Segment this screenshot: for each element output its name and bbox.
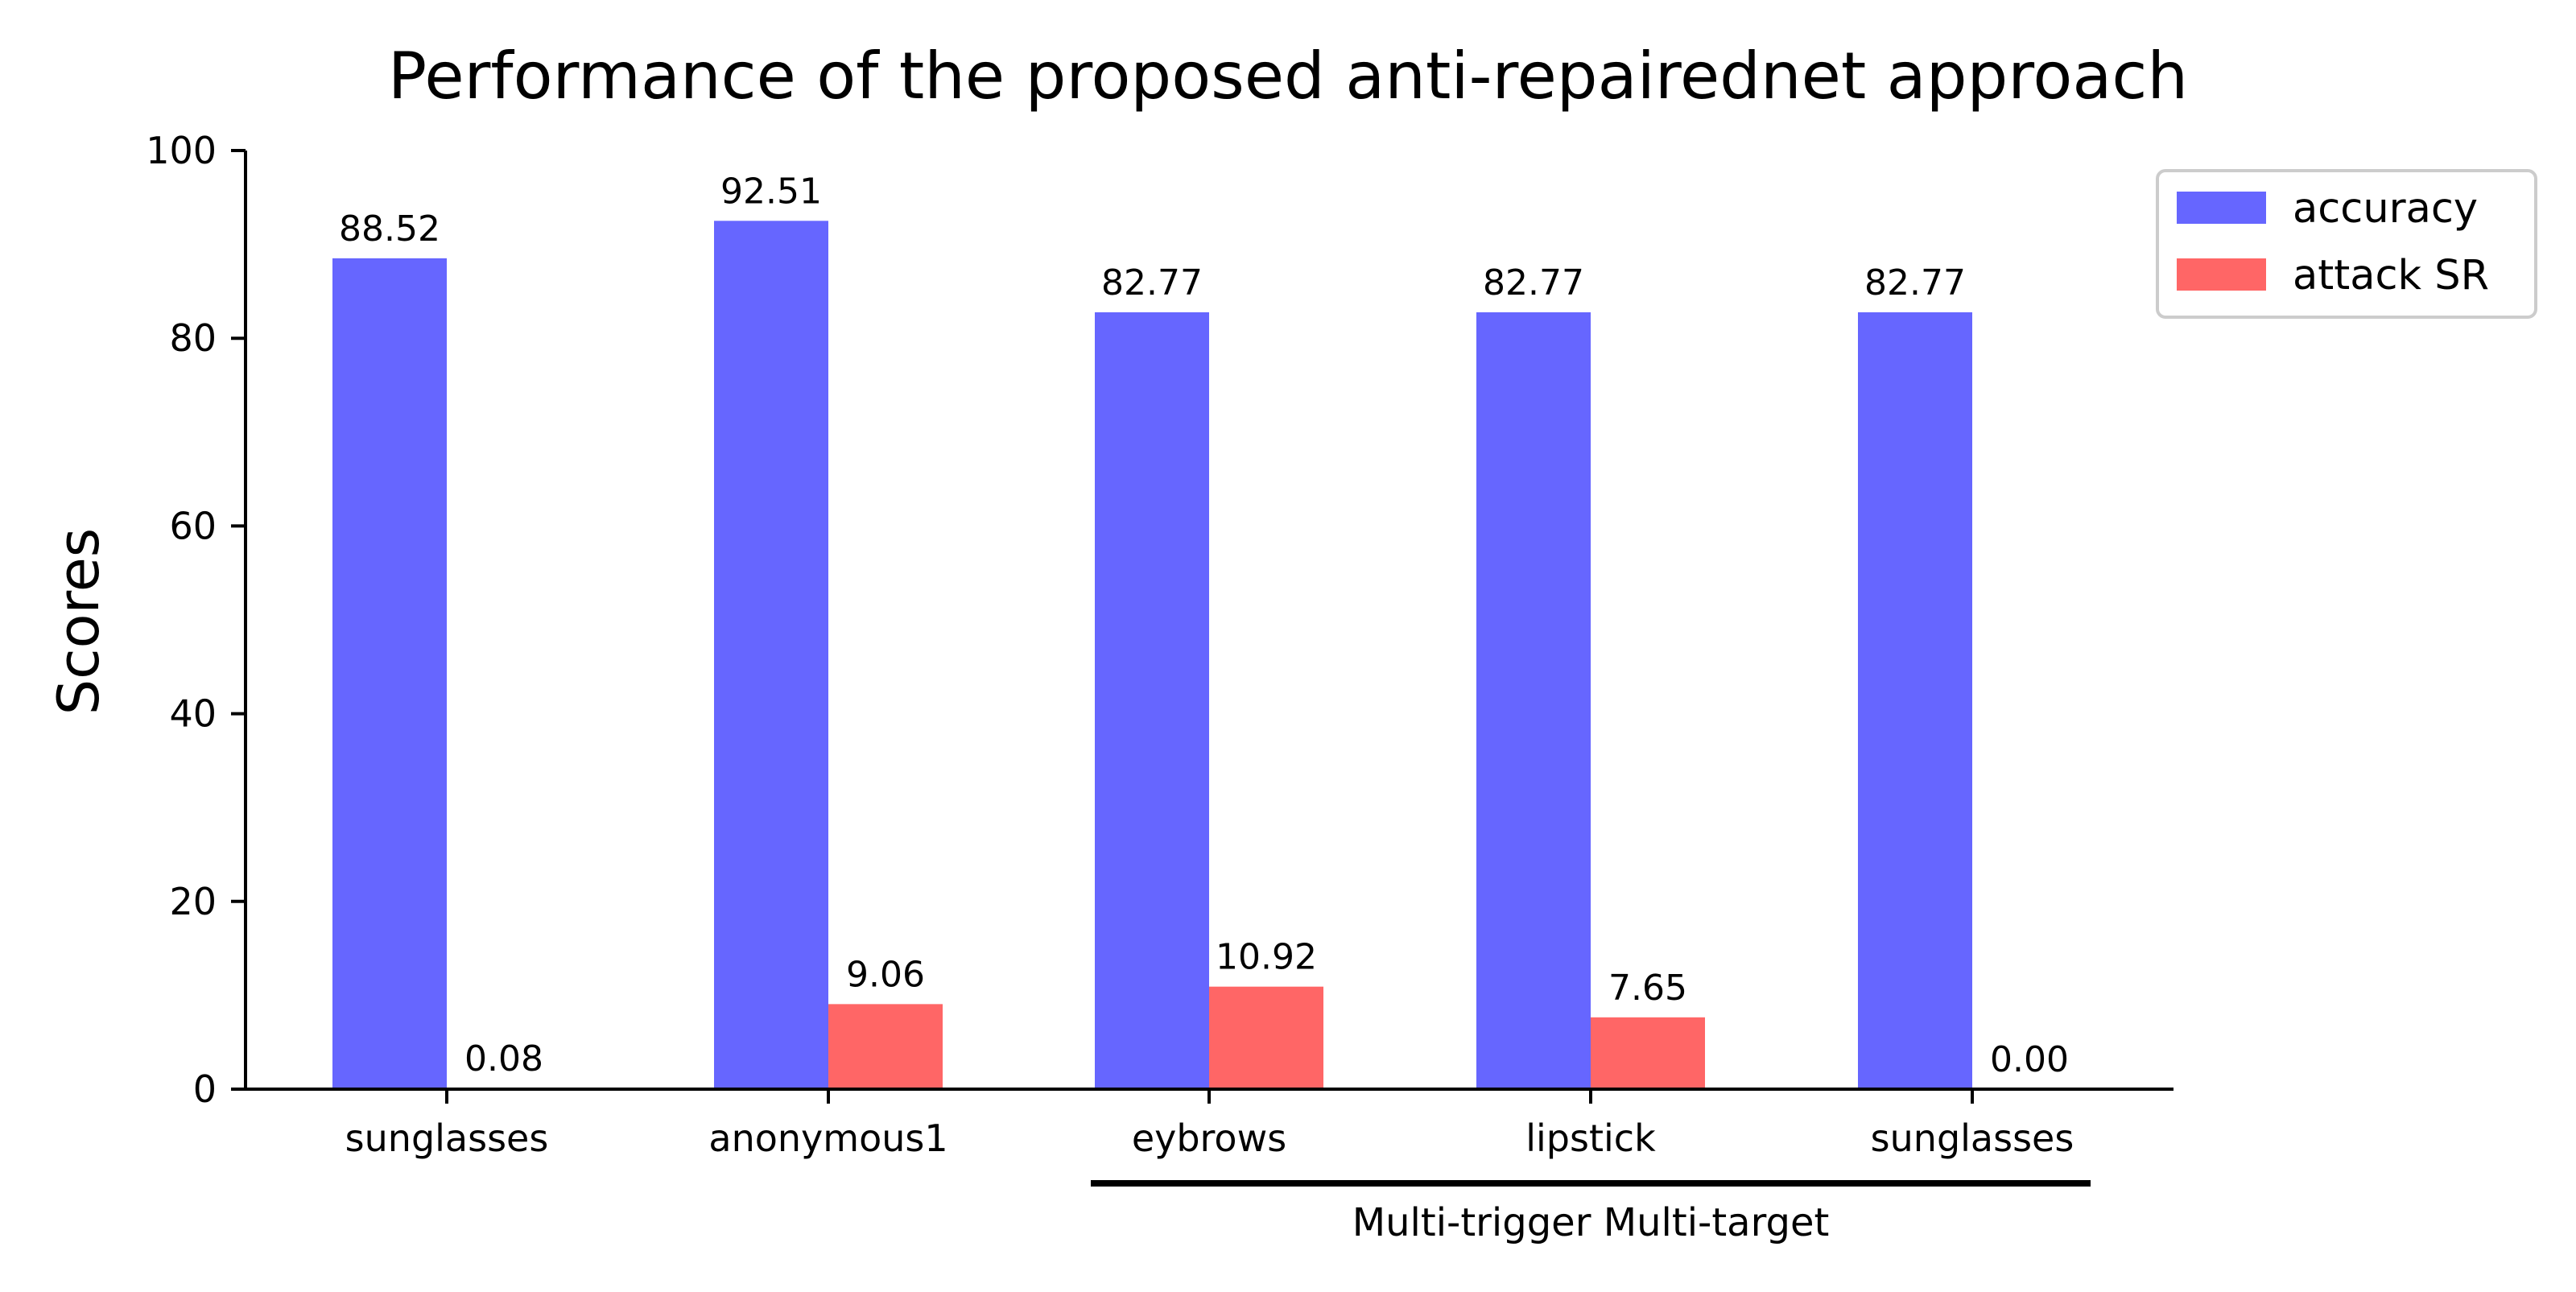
- bar-value-label: 92.51: [720, 171, 822, 212]
- attack-sr-bar: [1591, 1017, 1705, 1089]
- attack-sr-bar: [828, 1004, 943, 1089]
- bar-value-label: 9.06: [846, 954, 925, 995]
- x-tick-label: eybrows: [1132, 1117, 1286, 1160]
- bar-value-label: 82.77: [1864, 262, 1966, 303]
- y-axis-label: Scores: [46, 528, 112, 716]
- attack-sr-bar: [1209, 986, 1323, 1089]
- y-tick-label: 0: [193, 1067, 217, 1111]
- x-tick-label: lipstick: [1525, 1117, 1656, 1160]
- y-tick-label: 60: [169, 504, 217, 547]
- x-tick-label: sunglasses: [1871, 1117, 2074, 1160]
- y-tick-label: 80: [169, 316, 217, 360]
- accuracy-bar: [1476, 312, 1591, 1089]
- legend-label: attack SR: [2293, 252, 2489, 299]
- group-annotation-label: Multi-trigger Multi-target: [1352, 1200, 1830, 1245]
- legend-swatch: [2177, 258, 2266, 291]
- x-tick-label: sunglasses: [345, 1117, 549, 1160]
- accuracy-bar: [714, 221, 828, 1090]
- y-tick-label: 40: [169, 692, 217, 736]
- bar-value-label: 0.00: [1990, 1039, 2069, 1080]
- chart-title: Performance of the proposed anti-repaire…: [388, 39, 2188, 114]
- bar-value-label: 10.92: [1216, 937, 1317, 978]
- y-tick-label: 20: [169, 880, 217, 923]
- legend: accuracy attack SR: [2156, 169, 2537, 319]
- bar-value-label: 82.77: [1483, 262, 1584, 303]
- accuracy-bar: [1095, 312, 1209, 1089]
- bar-value-label: 82.77: [1101, 262, 1203, 303]
- bar-value-label: 7.65: [1608, 968, 1687, 1009]
- y-tick-label: 100: [146, 129, 217, 172]
- legend-swatch: [2177, 192, 2266, 224]
- bar-value-label: 0.08: [464, 1038, 543, 1079]
- legend-label: accuracy: [2293, 185, 2478, 233]
- accuracy-bar: [332, 258, 447, 1089]
- plot-area: 88.52 92.51 82.77 82.77 82.77 0.08 9.06 10.92 7.…: [146, 129, 2174, 1245]
- x-tick-label: anonymous1: [708, 1117, 947, 1160]
- accuracy-bar: [1858, 312, 1972, 1089]
- bar-value-label: 88.52: [339, 208, 440, 250]
